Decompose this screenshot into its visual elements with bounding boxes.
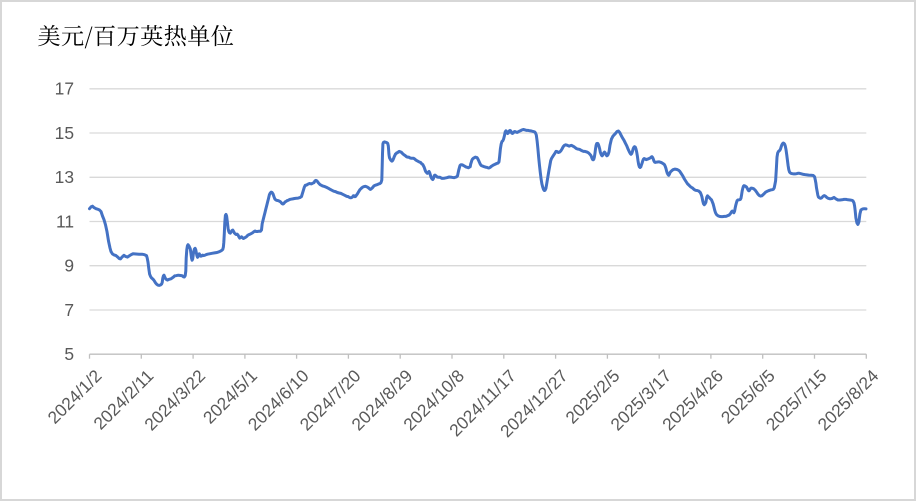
- svg-text:17: 17: [55, 79, 74, 99]
- svg-text:9: 9: [64, 256, 74, 276]
- svg-text:13: 13: [55, 167, 74, 187]
- svg-text:7: 7: [64, 300, 74, 320]
- svg-text:15: 15: [55, 123, 74, 143]
- svg-text:11: 11: [56, 211, 74, 231]
- svg-text:5: 5: [64, 344, 74, 364]
